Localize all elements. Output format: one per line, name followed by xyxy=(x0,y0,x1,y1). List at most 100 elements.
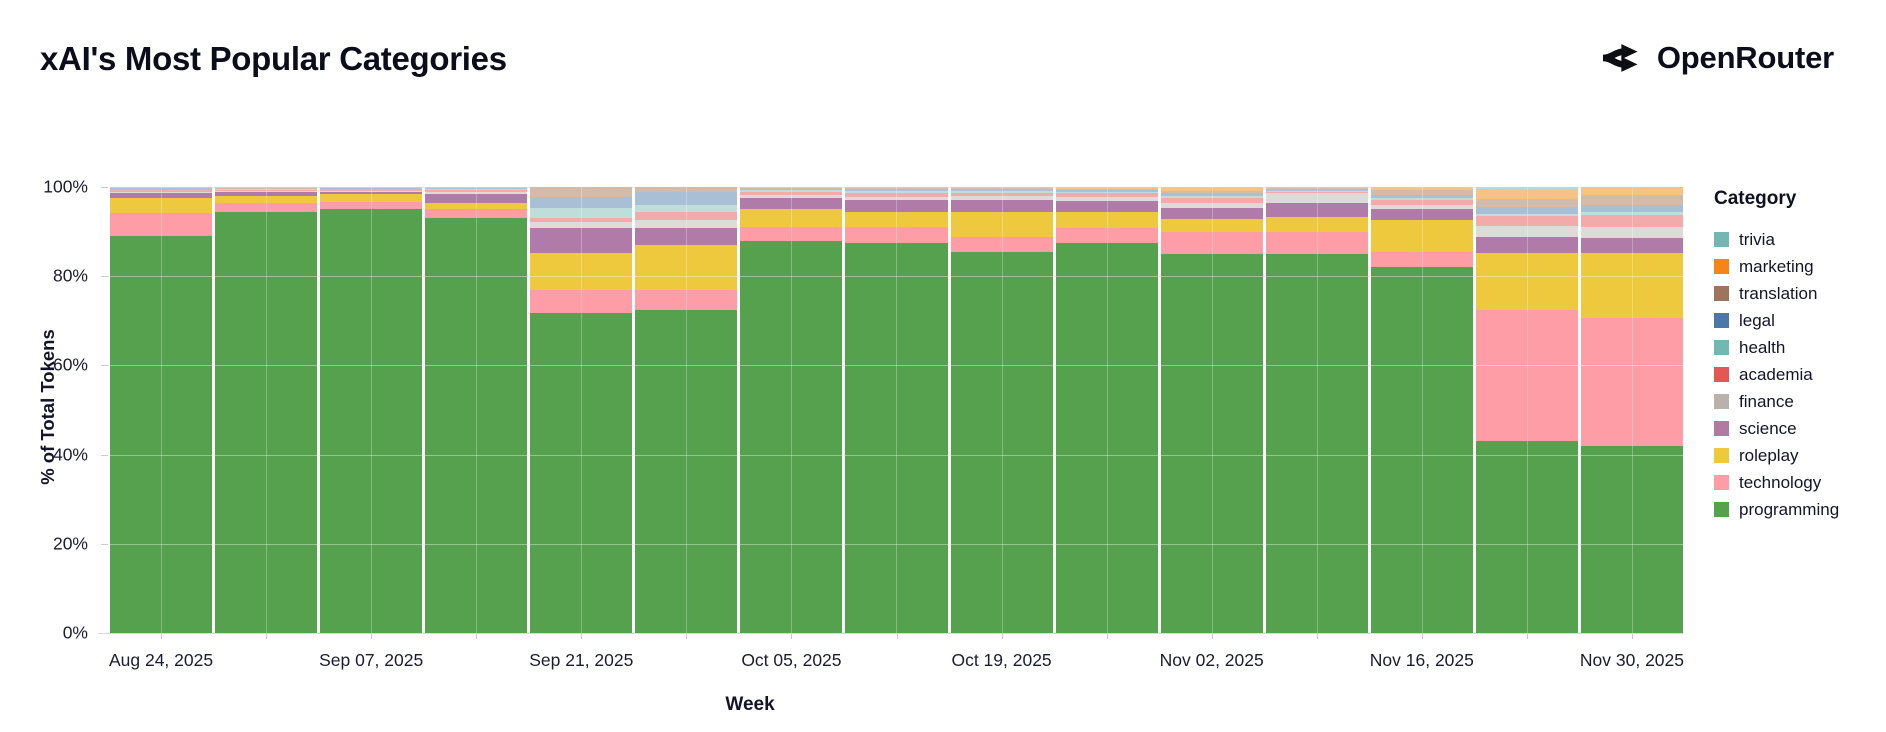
segment-legal xyxy=(1370,194,1473,199)
x-axis-title: Week xyxy=(725,694,775,715)
x-tick-mark xyxy=(371,633,373,639)
x-tick-mark xyxy=(686,633,688,639)
segment-health xyxy=(1580,212,1683,216)
stacked-bars xyxy=(110,187,1683,633)
segment-translation xyxy=(1475,199,1578,208)
segment-marketing xyxy=(1265,187,1368,189)
page-title: xAI's Most Popular Categories xyxy=(40,40,507,77)
segment-science xyxy=(635,228,738,245)
gridline-overlay xyxy=(110,454,1683,456)
segment-science xyxy=(425,194,528,203)
segment-science xyxy=(1265,203,1368,217)
segment-roleplay xyxy=(530,253,633,291)
segment-programming xyxy=(530,313,633,633)
segment-programming xyxy=(950,251,1053,633)
legend-item-academia: academia xyxy=(1714,361,1839,388)
bar-week-sep-14-2025 xyxy=(425,187,528,633)
segment-marketing xyxy=(1580,187,1683,196)
segment-roleplay xyxy=(950,211,1053,237)
segment-finance xyxy=(1265,193,1368,204)
segment-legal xyxy=(1160,193,1263,196)
segment-programming xyxy=(320,209,423,633)
x-tick-label: Nov 02, 2025 xyxy=(1159,650,1264,670)
legend-item-marketing: marketing xyxy=(1714,253,1839,280)
segment-legal xyxy=(1580,204,1683,213)
segment-legal xyxy=(845,189,948,192)
bar-week-oct-19-2025 xyxy=(950,187,1053,633)
brand-logo: OpenRouter xyxy=(1599,36,1834,80)
x-tick-mark xyxy=(1001,633,1003,639)
segment-technology xyxy=(110,212,213,237)
segment-translation xyxy=(1055,188,1158,191)
bar-center-gridline xyxy=(266,187,268,633)
x-tick-label: Nov 16, 2025 xyxy=(1369,650,1474,670)
legend-swatch-science xyxy=(1714,421,1729,436)
x-tick-mark xyxy=(161,633,163,639)
segment-programming xyxy=(1055,242,1158,633)
segment-finance xyxy=(320,190,423,192)
segment-technology xyxy=(320,202,423,210)
segment-programming xyxy=(215,211,318,633)
segment-finance xyxy=(530,221,633,229)
segment-legal xyxy=(950,189,1053,192)
bar-center-gridline xyxy=(1526,187,1528,633)
bar-week-oct-05-2025 xyxy=(740,187,843,633)
legend-label: finance xyxy=(1739,391,1794,411)
openrouter-fork-icon xyxy=(1599,36,1643,80)
legend-item-finance: finance xyxy=(1714,388,1839,415)
segment-programming xyxy=(1265,253,1368,633)
segment-programming xyxy=(740,240,843,633)
bar-week-sep-07-2025 xyxy=(320,187,423,633)
segment-health xyxy=(1055,191,1158,194)
segment-health xyxy=(950,191,1053,193)
segment-health xyxy=(1265,190,1368,192)
segment-roleplay xyxy=(215,195,318,203)
segment-academia xyxy=(635,212,738,221)
segment-health xyxy=(1370,198,1473,201)
segment-science xyxy=(740,198,843,210)
segment-health xyxy=(530,208,633,218)
segment-technology xyxy=(950,236,1053,252)
x-tick-label: Sep 07, 2025 xyxy=(319,650,424,670)
x-tick-mark xyxy=(1106,633,1108,639)
bar-center-gridline xyxy=(161,187,163,633)
segment-academia xyxy=(215,189,318,192)
segment-programming xyxy=(1160,253,1263,633)
bar-center-gridline xyxy=(1316,187,1318,633)
segment-legal xyxy=(530,196,633,209)
y-tick-label: 20% xyxy=(52,533,88,554)
legend-item-roleplay: roleplay xyxy=(1714,442,1839,469)
segment-roleplay xyxy=(1055,212,1158,229)
x-tick-mark xyxy=(1631,633,1633,639)
segment-roleplay xyxy=(1265,216,1368,232)
segment-technology xyxy=(1055,228,1158,243)
segment-technology xyxy=(1475,310,1578,442)
segment-academia xyxy=(1160,197,1263,204)
segment-finance xyxy=(425,192,528,195)
y-tick-mark xyxy=(101,454,108,456)
segment-trivia xyxy=(1055,187,1158,188)
segment-academia xyxy=(110,189,213,192)
segment-health xyxy=(635,204,738,213)
legend-label: legal xyxy=(1739,310,1775,330)
segment-academia xyxy=(1370,200,1473,205)
segment-translation xyxy=(1160,190,1263,194)
legend-label: marketing xyxy=(1739,256,1814,276)
bar-week-sep-28-2025 xyxy=(635,187,738,633)
segment-roleplay xyxy=(1580,253,1683,319)
segment-programming xyxy=(1580,445,1683,633)
segment-legal xyxy=(740,189,843,191)
segment-academia xyxy=(320,189,423,191)
segment-finance xyxy=(1160,203,1263,208)
y-tick-label: 100% xyxy=(43,176,88,197)
segment-finance xyxy=(740,195,843,199)
bar-week-aug-31-2025 xyxy=(215,187,318,633)
legend-items: trivia marketing translation legal health aca… xyxy=(1714,226,1839,523)
legend-swatch-technology xyxy=(1714,475,1729,490)
segment-roleplay xyxy=(320,194,423,203)
segment-science xyxy=(1475,237,1578,254)
segment-technology xyxy=(425,209,528,219)
legend-item-science: science xyxy=(1714,415,1839,442)
segment-technology xyxy=(635,289,738,310)
x-tick-mark xyxy=(896,633,898,639)
